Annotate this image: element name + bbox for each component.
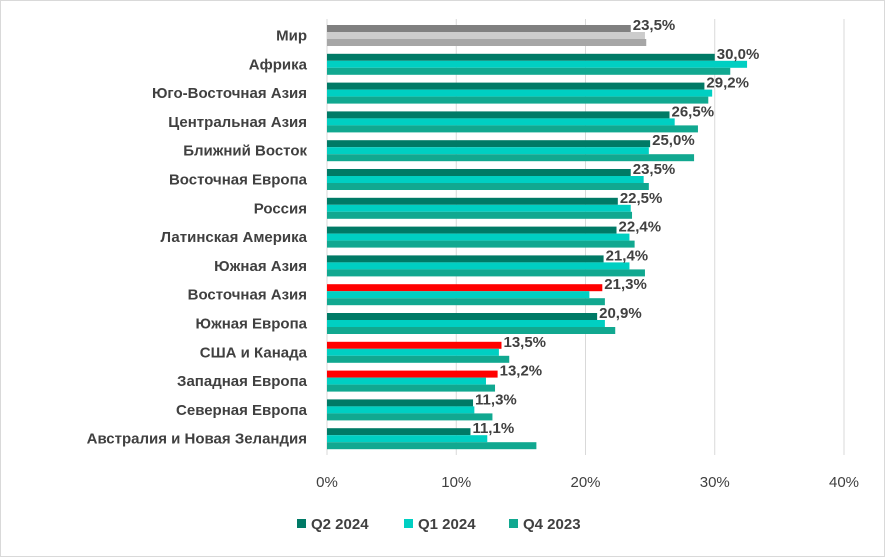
bar	[327, 183, 649, 190]
legend-swatch	[509, 519, 518, 528]
bar	[327, 320, 605, 327]
bar	[327, 428, 471, 436]
bar	[327, 269, 645, 277]
category-label: Латинская Америка	[161, 229, 308, 246]
bar	[327, 255, 604, 263]
category-label: Восточная Азия	[188, 287, 307, 304]
bar	[327, 291, 590, 299]
category-label: США и Канада	[200, 344, 308, 361]
data-label: 30,0%	[717, 46, 760, 63]
bar	[327, 313, 598, 320]
category-label: Южная Европа	[195, 316, 307, 333]
data-label: 25,0%	[652, 132, 695, 149]
legend: Q2 2024 Q1 2024 Q4 2023	[297, 516, 581, 533]
bar	[327, 370, 498, 378]
bar	[327, 125, 698, 133]
x-tick-label: 20%	[570, 474, 600, 491]
bar	[327, 25, 631, 32]
data-label: 22,4%	[619, 219, 662, 236]
category-label: Ближний Восток	[183, 143, 307, 160]
bar	[327, 147, 649, 155]
bar	[327, 226, 617, 234]
category-label: Россия	[254, 200, 307, 217]
x-tick-label: 30%	[700, 474, 730, 491]
bar	[327, 377, 486, 385]
bar	[327, 233, 630, 241]
bar	[327, 284, 603, 292]
bar	[327, 154, 695, 162]
x-tick-labels: 0% 10% 20% 30% 40%	[316, 474, 859, 491]
data-label: 23,5%	[633, 161, 676, 178]
legend-swatch	[404, 519, 413, 528]
bar	[327, 262, 630, 270]
data-label: 11,1%	[472, 420, 514, 437]
category-label: Восточная Европа	[169, 172, 308, 189]
category-label: Северная Европа	[176, 402, 308, 419]
category-label: Западная Европа	[177, 373, 308, 390]
bar	[327, 169, 631, 176]
data-label: 21,4%	[606, 247, 649, 264]
data-label: 29,2%	[706, 75, 749, 92]
bar	[327, 176, 644, 183]
bar	[327, 355, 510, 363]
bar	[327, 384, 496, 392]
bar	[327, 39, 647, 46]
data-label: 26,5%	[672, 103, 715, 120]
data-label: 11,3%	[475, 391, 517, 408]
data-labels: 23,5% 30,0% 29,2% 26,5% 25,0% 23,5% 22,5% 22,4%…	[472, 17, 759, 437]
bar	[327, 96, 709, 104]
data-label: 20,9%	[599, 305, 642, 322]
bar	[327, 413, 493, 421]
bar	[327, 240, 635, 248]
data-label: 22,5%	[620, 190, 663, 207]
bar	[327, 118, 675, 126]
category-label: Австралия и Новая Зеландия	[87, 431, 307, 448]
category-label: Африка	[249, 56, 308, 73]
x-tick-label: 10%	[441, 474, 471, 491]
data-label: 13,5%	[503, 334, 546, 351]
category-label: Юго-Восточная Азия	[152, 85, 307, 102]
bar	[327, 341, 502, 349]
bar	[327, 327, 616, 334]
category-label: Центральная Азия	[168, 114, 307, 131]
bars	[327, 25, 748, 450]
x-tick-label: 40%	[829, 474, 859, 491]
legend-label: Q2 2024	[311, 516, 369, 533]
bar	[327, 82, 705, 90]
data-label: 13,2%	[500, 363, 543, 380]
bar	[327, 406, 475, 414]
bar	[327, 111, 670, 119]
bar	[327, 204, 631, 212]
data-label: 23,5%	[633, 17, 676, 34]
bar	[327, 211, 633, 219]
bar	[327, 399, 474, 407]
bar	[327, 89, 713, 97]
bar	[327, 197, 618, 205]
legend-label: Q4 2023	[523, 516, 581, 533]
bar	[327, 67, 731, 75]
category-labels: Мир Африка Юго-Восточная Азия Центральная А…	[87, 28, 308, 448]
category-label: Мир	[276, 28, 307, 45]
bar	[327, 60, 748, 68]
bar	[327, 348, 499, 356]
bar	[327, 53, 715, 61]
bar	[327, 442, 537, 450]
x-tick-label: 0%	[316, 474, 338, 491]
bar	[327, 298, 605, 306]
category-label: Южная Азия	[214, 258, 307, 275]
bar	[327, 140, 651, 148]
legend-swatch	[297, 519, 306, 528]
legend-label: Q1 2024	[418, 516, 476, 533]
data-label: 21,3%	[604, 276, 647, 293]
bar	[327, 435, 488, 443]
bar	[327, 32, 645, 39]
